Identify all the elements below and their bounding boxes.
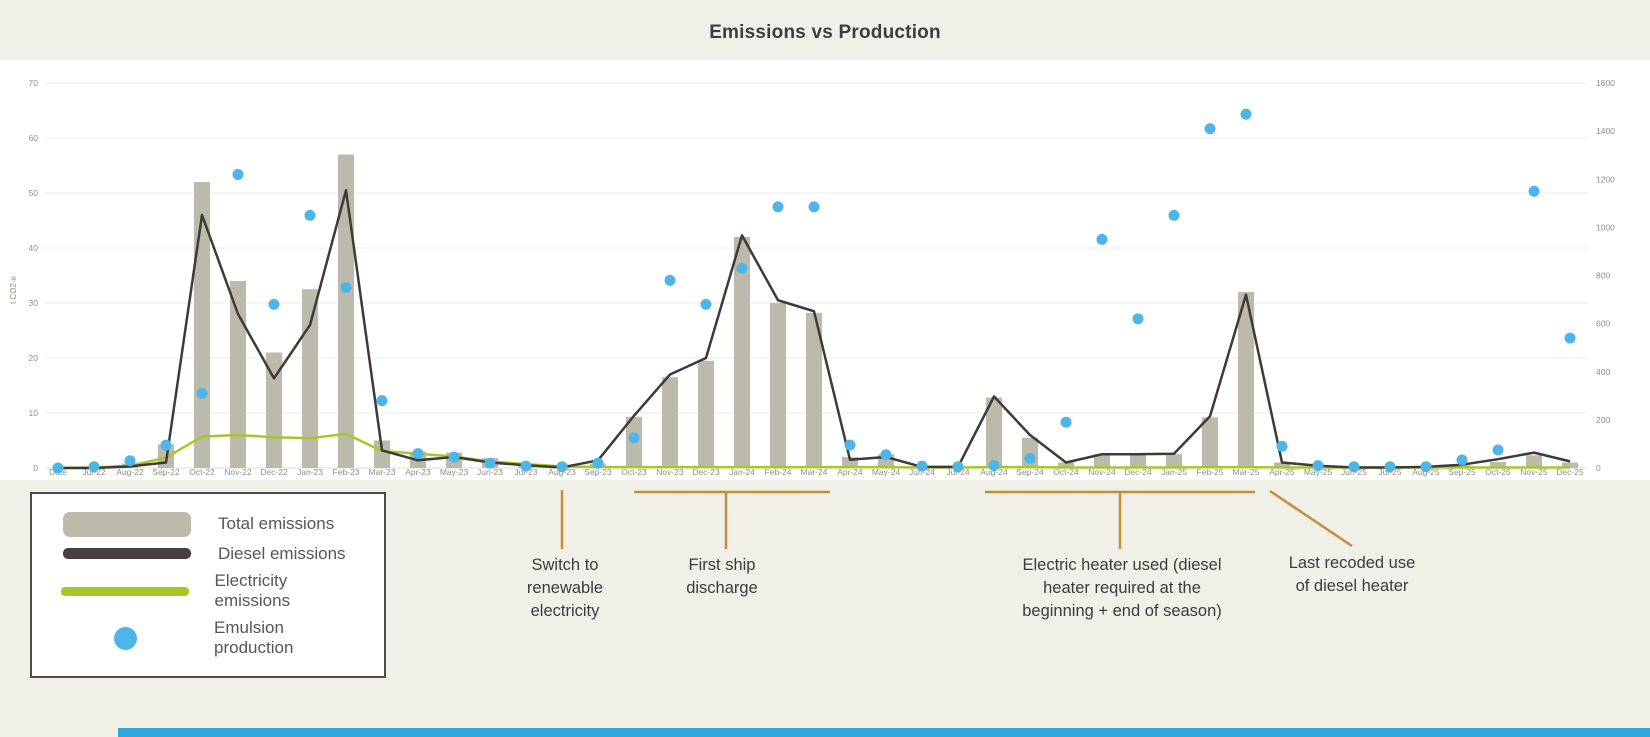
- svg-text:Apr-24: Apr-24: [837, 467, 863, 477]
- line-swatch-icon: [61, 586, 190, 596]
- svg-text:Sep-22: Sep-22: [152, 467, 180, 477]
- svg-text:1600: 1600: [1596, 78, 1615, 88]
- legend-item-electricity-emissions: Electricity emissions: [52, 571, 364, 611]
- svg-text:Sep-24: Sep-24: [1016, 467, 1044, 477]
- svg-text:May-25: May-25: [1304, 467, 1333, 477]
- svg-text:Nov-22: Nov-22: [224, 467, 252, 477]
- svg-text:1400: 1400: [1596, 126, 1615, 136]
- svg-text:Aug-22: Aug-22: [116, 467, 144, 477]
- legend-item-total-emissions: Total emissions: [52, 511, 364, 537]
- svg-text:60: 60: [29, 133, 39, 143]
- circle-swatch-icon: [113, 626, 137, 650]
- svg-text:Oct-24: Oct-24: [1053, 467, 1079, 477]
- svg-text:600: 600: [1596, 319, 1610, 329]
- legend-item-emulsion-production: Emulsion production: [52, 618, 364, 658]
- annotation-text: Last recoded use of diesel heater: [1288, 554, 1416, 595]
- svg-text:Nov-25: Nov-25: [1520, 467, 1548, 477]
- svg-text:20: 20: [29, 353, 39, 363]
- svg-text:1200: 1200: [1596, 174, 1615, 184]
- annotation-electric-heater: Electric heater used (diesel heater requ…: [1012, 554, 1232, 623]
- svg-text:Sep-25: Sep-25: [1448, 467, 1476, 477]
- svg-text:Apr-25: Apr-25: [1269, 467, 1295, 477]
- svg-text:Aug-24: Aug-24: [980, 467, 1008, 477]
- legend-label: Emulsion production: [214, 618, 294, 658]
- legend-label: Total emissions: [218, 514, 335, 534]
- svg-text:Jun-23: Jun-23: [477, 467, 503, 477]
- svg-text:Jan-25: Jan-25: [1161, 467, 1187, 477]
- svg-text:0: 0: [33, 463, 38, 473]
- svg-text:May-23: May-23: [440, 467, 469, 477]
- chart-area: 0 10 20 30 40 50 60 70 0 200 400 600 800 1000 1200 1400…: [0, 60, 1650, 480]
- svg-text:1000: 1000: [1596, 222, 1615, 232]
- svg-text:Mar-23: Mar-23: [369, 467, 396, 477]
- svg-text:May-24: May-24: [872, 467, 901, 477]
- annotation-text: Switch to renewable electricity: [526, 556, 604, 620]
- svg-text:Dec-25: Dec-25: [1556, 467, 1584, 477]
- svg-text:Dec-22: Dec-22: [260, 467, 288, 477]
- annotation-first-ship-discharge: First ship discharge: [662, 554, 782, 600]
- svg-text:0: 0: [1596, 463, 1601, 473]
- svg-text:Feb-24: Feb-24: [765, 467, 792, 477]
- annotation-switch-renewable: Switch to renewable electricity: [505, 554, 625, 623]
- svg-text:Dec-24: Dec-24: [1124, 467, 1152, 477]
- legend-item-diesel-emissions: Diesel emissions: [52, 544, 364, 564]
- emissions-vs-production-chart: 0 10 20 30 40 50 60 70 0 200 400 600 800 1000 1200 1400…: [9, 78, 1615, 477]
- svg-text:Nov-24: Nov-24: [1088, 467, 1116, 477]
- svg-text:Dec-23: Dec-23: [692, 467, 720, 477]
- svg-text:Oct-22: Oct-22: [189, 467, 215, 477]
- bar-swatch-icon: [63, 511, 191, 537]
- line-swatch-icon: [63, 548, 191, 560]
- connector-last-diesel: [1269, 489, 1353, 548]
- annotation-text: First ship discharge: [686, 556, 758, 597]
- connector-first-ship: [634, 490, 830, 549]
- svg-text:Apr-23: Apr-23: [405, 467, 431, 477]
- annotation-text: Electric heater used (diesel heater requ…: [1022, 556, 1222, 620]
- svg-text:Oct-25: Oct-25: [1485, 467, 1511, 477]
- svg-text:Mar-25: Mar-25: [1233, 467, 1260, 477]
- svg-text:50: 50: [29, 188, 39, 198]
- svg-text:400: 400: [1596, 367, 1610, 377]
- bottom-accent-bar: [118, 728, 1650, 737]
- svg-text:30: 30: [29, 298, 39, 308]
- svg-text:Jul-23: Jul-23: [514, 467, 537, 477]
- svg-text:Jun-24: Jun-24: [909, 467, 935, 477]
- svg-text:Mar-24: Mar-24: [801, 467, 828, 477]
- svg-text:Oct-23: Oct-23: [621, 467, 647, 477]
- svg-text:Feb-23: Feb-23: [333, 467, 360, 477]
- svg-text:t CO2-e: t CO2-e: [9, 275, 18, 304]
- svg-text:Sep-23: Sep-23: [584, 467, 612, 477]
- legend-label: Diesel emissions: [218, 543, 346, 563]
- svg-text:10: 10: [29, 408, 39, 418]
- svg-text:Jan-24: Jan-24: [729, 467, 755, 477]
- svg-text:Jan-23: Jan-23: [297, 467, 323, 477]
- legend-label: Electricity emissions: [214, 571, 291, 611]
- svg-text:200: 200: [1596, 415, 1610, 425]
- svg-text:800: 800: [1596, 271, 1610, 281]
- svg-text:Feb-25: Feb-25: [1197, 467, 1224, 477]
- svg-text:70: 70: [29, 78, 39, 88]
- legend: Total emissions Diesel emissions Electri…: [30, 492, 386, 678]
- connector-electric-heater: [985, 490, 1255, 549]
- annotation-last-diesel-use: Last recoded use of diesel heater: [1284, 552, 1420, 598]
- svg-text:Nov-23: Nov-23: [656, 467, 684, 477]
- page-title: Emissions vs Production: [709, 22, 941, 43]
- svg-text:40: 40: [29, 243, 39, 253]
